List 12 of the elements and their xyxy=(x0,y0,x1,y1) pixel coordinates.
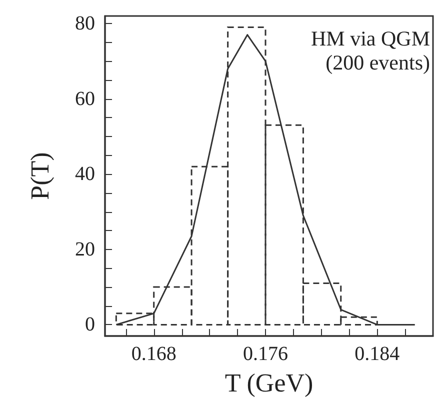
y-axis-title: P(T) xyxy=(26,152,54,200)
x-axis-title: T (GeV) xyxy=(224,368,314,398)
x-tick-label: 0.176 xyxy=(243,343,288,365)
x-tick-label: 0.168 xyxy=(131,343,176,365)
y-tick-label: 20 xyxy=(75,238,95,260)
y-tick-label: 40 xyxy=(75,163,95,186)
annotation: HM via QGM xyxy=(311,26,430,50)
y-tick-label: 60 xyxy=(75,88,95,110)
y-tick-label: 0 xyxy=(85,314,95,336)
y-tick-label: 80 xyxy=(75,12,95,35)
x-tick-label: 0.184 xyxy=(354,343,400,365)
annotation: (200 events) xyxy=(326,50,430,74)
